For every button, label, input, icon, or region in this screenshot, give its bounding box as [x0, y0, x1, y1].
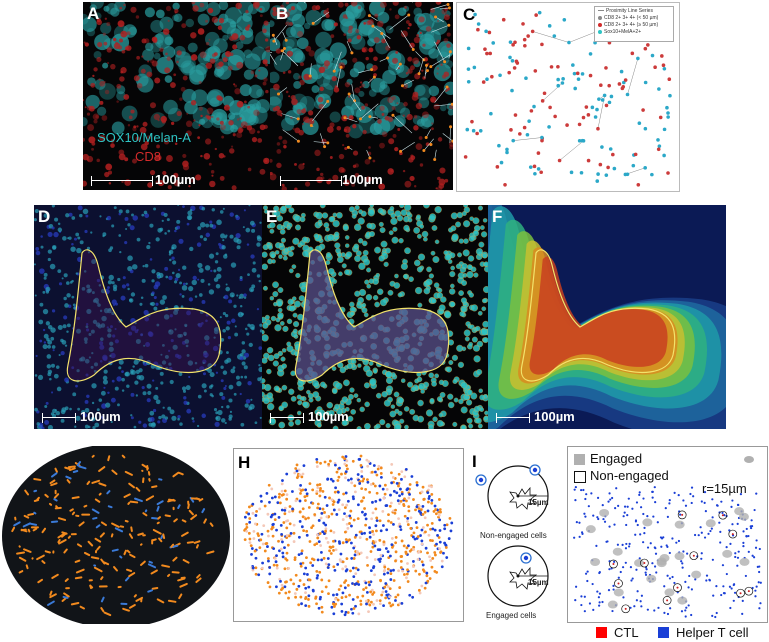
panel-e-image: E 100µm [262, 205, 488, 429]
cd8-marker-label: CD8 [135, 149, 162, 164]
panel-f-scale-text: 100µm [534, 409, 575, 424]
panel-c-legend: Proximity Line Series CD8 2+ 3+ 4+ (< 50… [594, 6, 674, 42]
panel-b-label: B [276, 4, 289, 23]
panel-f-image: F 100µm [488, 205, 726, 429]
panel-f-scale-bar [496, 413, 530, 423]
sox10-marker-label: SOX10/Melan-A [97, 130, 191, 145]
radius-label-bottom: 15µm [528, 578, 549, 587]
panel-g-image: G [0, 446, 230, 624]
panel-b-image: B 100µm [270, 2, 453, 190]
panel-a-label: A [87, 4, 100, 23]
panel-i-diagram [475, 464, 549, 607]
panel-i-engagement-map [573, 485, 762, 619]
panel-d-scale-text: 100µm [80, 409, 121, 424]
panel-b-scale-bar [280, 176, 342, 186]
panel-e-label: E [266, 207, 278, 226]
radius-label-top: 15µm [528, 498, 549, 507]
legend-engaged-swatch [574, 454, 585, 465]
helper-legend-swatch [658, 627, 669, 638]
engaged-caption: Engaged cells [486, 611, 537, 620]
panel-d-scale-bar [42, 413, 76, 423]
panel-h-plot: H [233, 448, 464, 622]
legend-proximity-line: Proximity Line Series [598, 8, 670, 15]
panel-a-image: A SOX10/Melan-A CD8 100µm [83, 2, 270, 190]
panel-b-cells [270, 2, 453, 190]
panel-h-cell-map [243, 454, 454, 617]
legend-sox10: Sox10+MelA+2+ [598, 29, 670, 36]
panel-e-segmentation [262, 205, 488, 429]
panel-g-label: G [6, 452, 20, 471]
ctl-legend-swatch [596, 627, 607, 638]
panel-b-scale-text: 100µm [342, 172, 383, 187]
panel-c-label: C [463, 5, 476, 24]
panel-i-label: I [472, 452, 477, 471]
panel-h-label: H [238, 453, 251, 472]
panel-i-plot: Engaged Non-engaged r=15µm [567, 446, 768, 623]
non-engaged-caption: Non-engaged cells [480, 531, 547, 540]
ctl-legend-label: CTL [614, 625, 639, 640]
panel-f-distance-map [488, 205, 726, 429]
legend-non-engaged-label: Non-engaged [590, 468, 669, 483]
radius-note: r=15µm [702, 481, 747, 496]
panel-e-scale-bar [270, 413, 304, 423]
panel-c-proximity-network [463, 9, 672, 187]
legend-cd8-far: CD8 2+ 3+ 4+ (≥ 50 µm) [598, 22, 670, 29]
panel-f-label: F [492, 207, 503, 226]
radius-note-icon [744, 456, 754, 463]
panel-a-scale-bar [91, 176, 153, 186]
panel-d-label: D [38, 207, 51, 226]
legend-cd8-near: CD8 2+ 3+ 4+ (< 50 µm) [598, 15, 670, 22]
panel-d-tissue [34, 205, 262, 429]
panel-i-schematic: I 15µm Non-engaged cells 15µm Engaged ce… [470, 448, 562, 623]
legend-non-engaged-swatch [574, 471, 586, 483]
panel-d-image: D 100µm [34, 205, 262, 429]
panel-a-cells [83, 2, 270, 190]
panel-a-scale-text: 100µm [155, 172, 196, 187]
panel-e-scale-text: 100µm [308, 409, 349, 424]
helper-legend-label: Helper T cell [676, 625, 749, 640]
ctl-cell-icon [509, 486, 538, 510]
panel-g-tissue-core [2, 446, 230, 624]
legend-engaged-label: Engaged [590, 451, 643, 466]
